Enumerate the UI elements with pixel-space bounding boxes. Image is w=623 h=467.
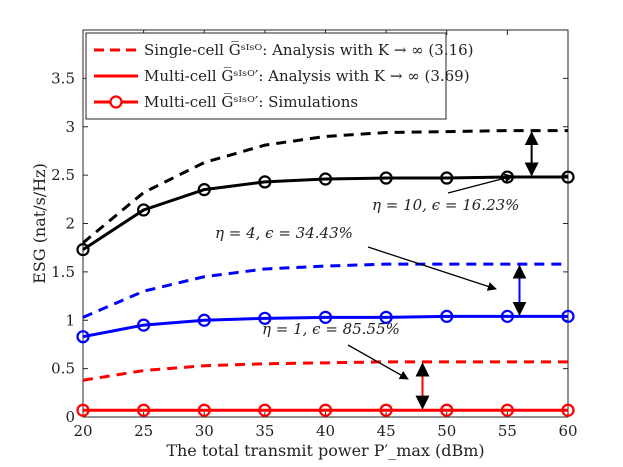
series-marker [440,171,454,185]
series-marker [318,403,333,417]
series-line-dashed [82,262,568,319]
series-line-solid [82,314,568,339]
legend-box [85,32,447,120]
series-marker [318,310,333,324]
series-marker [76,330,90,344]
series-marker [76,243,90,257]
series-marker [137,318,151,332]
pointer-arrow [447,173,514,194]
y-tick-label: 1.5 [51,263,75,281]
y-tick-label: 0.5 [51,360,75,378]
series-marker [258,403,272,417]
x-tick-label: 30 [195,422,214,440]
series-marker [318,172,333,186]
series-marker [561,309,575,323]
y-tick-label: 3.5 [51,69,75,87]
pointer-arrow [367,246,497,291]
y-tick-label: 2 [65,215,75,233]
x-axis-label: The total transmit power P′_max (dBm) [166,441,484,460]
x-tick-label: 40 [316,422,335,440]
legend-entry-label: Single-cell G̅ˢᴵˢᴼ: Analysis with K → ∞ … [144,40,474,59]
x-tick-label: 25 [134,422,153,440]
x-tick-label: 20 [73,422,92,440]
series-marker [258,311,272,325]
legend-swatch-marker [109,95,123,109]
y-tick-label: 1 [65,311,75,329]
series-marker [379,171,393,185]
y-tick-label: 2.5 [51,166,75,184]
series-marker [197,403,211,417]
series-marker [440,309,454,323]
axes-layer: 20 25 30 35 40 45 50 55 60 0 0.5 1 1.5 2 2.5 3 3.5 The to… [30,29,578,460]
y-tick-label: 3 [65,118,75,136]
series-line-dashed [82,129,568,245]
series-line-dashed [82,360,568,382]
series-marker [500,403,514,417]
annotation-label: η = 1, ϵ = 85.55% [262,320,400,338]
series-line-solid [82,175,568,251]
x-tick-label: 45 [377,422,396,440]
series-marker [440,403,454,417]
series-marker [197,313,211,327]
series-marker [500,309,514,323]
series-marker [379,310,393,324]
legend-entry-label: Multi-cell G̅ˢᴵˢᴼ′: Analysis with K → ∞ … [144,66,470,85]
x-tick-label: 60 [558,422,577,440]
x-tick-label: 35 [255,422,274,440]
series-layer [76,129,575,417]
x-tick-label: 55 [498,422,517,440]
annotation-label: η = 10, ϵ = 16.23% [372,196,519,214]
series-marker [561,403,575,417]
legend-entry-label: Multi-cell G̅ˢᴵˢᴼ′: Simulations [144,92,358,111]
series-marker [561,170,575,184]
x-tick-label: 50 [437,422,456,440]
series-marker [258,175,272,189]
y-tick-label: 0 [65,408,75,426]
series-marker [197,183,211,197]
pointer-arrow [347,344,409,380]
series-marker [137,203,151,217]
y-axis-label: ESG (nat/s/Hz) [30,163,49,284]
series-marker [137,403,151,417]
series-marker [76,403,90,417]
annotation-label: η = 4, ϵ = 34.43% [215,224,353,242]
annotation-layer: η = 10, ϵ = 16.23% η = 4, ϵ = 34.43% η = 1… [215,131,539,410]
legend-layer: Single-cell G̅ˢᴵˢᴼ: Analysis with K → ∞ … [85,32,474,120]
series-marker [379,403,393,417]
